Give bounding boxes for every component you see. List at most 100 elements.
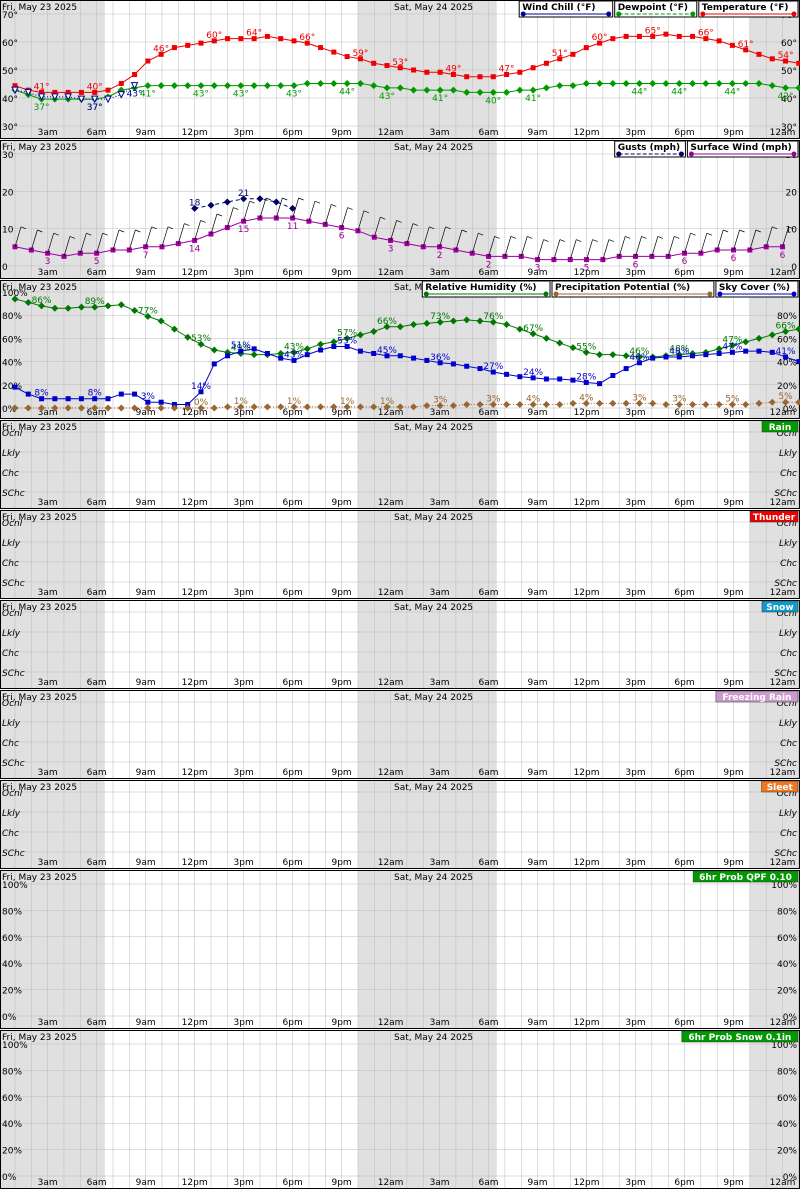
legend-box xyxy=(551,280,715,298)
y-tick-label-left: 0% xyxy=(2,1173,17,1183)
data-label: 6 xyxy=(682,257,688,267)
time-label: 9am xyxy=(136,588,156,598)
data-point-square xyxy=(12,83,18,89)
data-point-triangle xyxy=(117,91,126,99)
wind-barb-flag xyxy=(788,226,794,230)
data-point-square xyxy=(52,89,58,95)
day-label: Fri, May 23 2025 xyxy=(2,143,77,153)
time-label: 9pm xyxy=(723,498,743,508)
data-point-square xyxy=(318,45,324,51)
y-tick-label-right: 10 xyxy=(786,226,798,236)
legend-sleet xyxy=(761,780,799,793)
y-tick-label-right: 20% xyxy=(777,382,797,392)
data-point-diamond xyxy=(317,340,325,348)
time-label: 12am xyxy=(770,678,796,688)
wind-barb-flag xyxy=(625,236,631,239)
data-label: 65° xyxy=(645,26,661,36)
time-label: 12pm xyxy=(574,498,600,508)
data-point-square xyxy=(517,69,523,75)
night-shade xyxy=(357,510,497,598)
day-label: Fri, May 23 2025 xyxy=(2,873,77,883)
night-shade xyxy=(749,1030,800,1188)
legend-label: 6hr Prob Snow 0.1in xyxy=(688,1033,791,1043)
data-point-diamond xyxy=(569,344,577,352)
data-point-diamond xyxy=(290,348,298,356)
data-label: 57% xyxy=(337,328,357,338)
time-label: 3am xyxy=(430,128,450,138)
y-tick-label-right: Ocnl xyxy=(777,699,798,709)
wind-barb-flag xyxy=(53,232,59,236)
data-point-square xyxy=(650,33,656,39)
data-label: 14% xyxy=(191,382,211,392)
data-point-diamond xyxy=(649,79,657,87)
time-label: 6am xyxy=(479,858,499,868)
time-label: 9pm xyxy=(331,1018,351,1028)
time-label: 3pm xyxy=(625,128,645,138)
data-point-diamond xyxy=(410,86,418,94)
data-point-diamond xyxy=(569,82,577,90)
data-point-diamond xyxy=(675,79,683,87)
y-tick-label-left: 10 xyxy=(2,226,14,236)
data-label: 46° xyxy=(153,44,169,54)
data-point-diamond xyxy=(782,84,790,92)
day-label: Fri, May 23 2025 xyxy=(2,603,77,613)
data-point-diamond xyxy=(91,404,99,412)
time-label: 9pm xyxy=(331,408,351,418)
data-point-diamond xyxy=(596,399,604,407)
time-label: 12am xyxy=(378,678,404,688)
data-point-diamond xyxy=(343,403,351,411)
y-tick-label-right: 40° xyxy=(781,95,797,105)
data-label: 5% xyxy=(725,395,740,405)
wind-barb-flag xyxy=(249,200,255,204)
data-label: 4% xyxy=(579,393,594,403)
data-point-diamond xyxy=(516,86,524,94)
time-label: 9am xyxy=(136,128,156,138)
data-label: 6 xyxy=(731,254,737,264)
time-label: 12pm xyxy=(574,588,600,598)
data-label: 49° xyxy=(445,64,461,74)
wind-barb-flag xyxy=(739,229,745,233)
y-tick-label-left: 80% xyxy=(2,1067,22,1077)
data-label: 41° xyxy=(525,94,541,104)
data-point-square xyxy=(477,366,483,372)
data-point-diamond xyxy=(649,399,657,407)
time-label: 6pm xyxy=(674,588,694,598)
wind-barb xyxy=(112,229,120,251)
legend-marker xyxy=(690,11,696,17)
time-label: 6am xyxy=(479,768,499,778)
time-label: 3am xyxy=(430,1018,450,1028)
data-label: 43° xyxy=(127,90,143,100)
time-label: 9pm xyxy=(331,498,351,508)
data-point-diamond xyxy=(383,403,391,411)
night-shade xyxy=(749,510,800,598)
legend-marker xyxy=(553,291,559,297)
data-point-diamond xyxy=(463,316,471,324)
night-shade xyxy=(749,0,800,138)
data-label: 48% xyxy=(669,345,689,355)
day-label: Sat, May 24 2025 xyxy=(394,873,473,883)
y-tick-label-left: 100% xyxy=(2,289,28,299)
y-tick-label-right: 80% xyxy=(777,1067,797,1077)
data-label: 76% xyxy=(483,312,503,322)
data-point-diamond xyxy=(330,403,338,411)
data-point-diamond xyxy=(755,334,763,342)
data-point-diamond xyxy=(157,82,165,90)
time-label: 6am xyxy=(479,1178,499,1188)
y-tick-label-right: SChc xyxy=(774,669,797,679)
data-point-square xyxy=(450,71,456,77)
time-label: 6pm xyxy=(283,588,303,598)
time-label: 9am xyxy=(528,678,548,688)
wind-barb xyxy=(226,207,234,228)
data-point-diamond xyxy=(256,195,264,203)
data-point-diamond xyxy=(742,338,750,346)
data-point-diamond xyxy=(489,88,497,96)
data-point-diamond xyxy=(343,334,351,342)
data-label: 43° xyxy=(193,90,209,100)
y-tick-label-right: 50° xyxy=(781,67,797,77)
time-label: 3pm xyxy=(234,408,254,418)
time-label: 12pm xyxy=(182,498,208,508)
time-label: 12am xyxy=(378,1178,404,1188)
data-point-diamond xyxy=(582,79,590,87)
data-point-square xyxy=(610,36,616,42)
wind-barb-flag xyxy=(674,236,680,239)
